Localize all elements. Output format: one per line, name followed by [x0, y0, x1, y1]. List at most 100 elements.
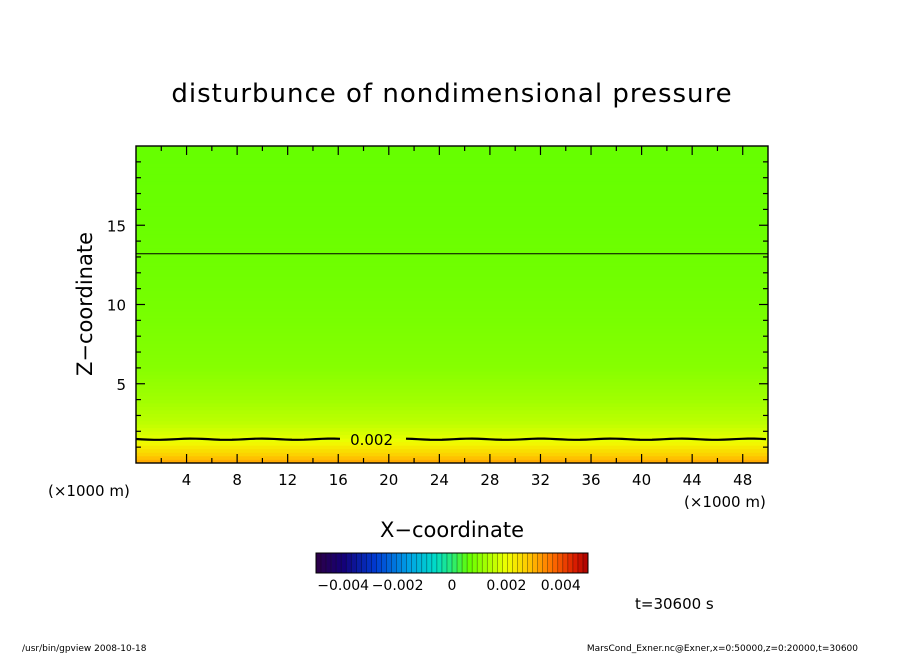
chart-title: disturbunce of nondimensional pressure — [171, 79, 732, 109]
colorbar-swatch — [336, 553, 342, 573]
heat-band — [136, 349, 768, 355]
heat-band — [136, 276, 768, 281]
colorbar-swatch — [532, 553, 538, 573]
heat-band — [136, 254, 768, 260]
heat-band — [136, 152, 768, 157]
heat-band — [136, 441, 768, 446]
colorbar-swatch — [527, 553, 533, 573]
y-tick-label: 10 — [107, 297, 126, 315]
heat-band — [136, 420, 768, 425]
heat-band — [136, 388, 768, 393]
colorbar-swatch — [441, 553, 448, 573]
heat-band — [136, 195, 768, 200]
colorbar-swatch — [411, 553, 417, 573]
heat-band — [136, 180, 768, 186]
colorbar-swatch — [577, 553, 584, 573]
heat-band — [136, 307, 768, 312]
heat-band — [136, 212, 768, 217]
colorbar-swatch — [406, 553, 412, 573]
colorbar-swatch — [356, 553, 362, 573]
heat-band — [136, 247, 768, 252]
colorbar-swatch — [376, 553, 382, 573]
x-tick-label: 32 — [531, 471, 550, 489]
y-tick-label: 15 — [107, 217, 126, 235]
heat-band — [136, 431, 768, 436]
colorbar-swatch — [431, 553, 438, 573]
heat-band — [136, 459, 768, 464]
x-tick-label: 36 — [581, 471, 600, 489]
colorbar-swatch — [542, 553, 548, 573]
heat-band — [136, 170, 768, 175]
colorbar-swatch — [452, 553, 458, 573]
colorbar-swatch — [482, 553, 488, 573]
colorbar-swatch — [562, 553, 569, 573]
colorbar: −0.004 −0.002 0 0.002 0.004 — [315, 552, 589, 594]
colorbar-swatch — [572, 553, 579, 573]
heat-band — [136, 156, 768, 161]
colorbar-swatch — [487, 553, 493, 573]
x-tick-label: 40 — [632, 471, 651, 489]
plot-area: 0.002 — [135, 145, 769, 464]
colorbar-swatch — [341, 553, 347, 573]
heat-band — [136, 258, 768, 263]
heat-band — [136, 374, 768, 379]
colorbar-swatch — [371, 553, 377, 573]
colorbar-swatch — [462, 553, 468, 573]
colorbar-tick-label: −0.004 — [317, 578, 369, 594]
heat-band — [136, 149, 768, 154]
y-unit-label: (×1000 m) — [684, 493, 766, 511]
colorbar-swatch — [361, 553, 367, 573]
colorbar-swatch — [316, 553, 322, 573]
heat-band — [136, 357, 768, 362]
x-tick-label: 28 — [480, 471, 499, 489]
colorbar-swatch — [537, 553, 543, 573]
colorbar-swatch — [366, 553, 372, 573]
colorbar-swatch — [522, 553, 528, 573]
heat-band — [136, 381, 768, 386]
colorbar-swatch — [351, 553, 357, 573]
heat-band — [136, 173, 768, 178]
heat-band — [136, 205, 768, 210]
heat-band — [136, 202, 768, 207]
colorbar-swatch — [421, 553, 428, 573]
heat-band — [136, 293, 768, 298]
colorbar-swatch — [497, 553, 503, 573]
colorbar-swatch — [326, 553, 332, 573]
y-axis: 5 10 15 — [107, 161, 768, 448]
x-axis-label: X−coordinate — [380, 518, 524, 542]
heat-band — [136, 353, 768, 358]
x-tick-label: 20 — [379, 471, 398, 489]
colorbar-swatch — [391, 553, 397, 573]
heat-band — [136, 402, 768, 407]
colorbar-swatch — [321, 553, 327, 573]
x-tick-label: 16 — [329, 471, 348, 489]
colorbar-frame — [315, 552, 589, 574]
heat-band — [136, 177, 768, 182]
x-tick-label: 44 — [683, 471, 702, 489]
heat-band — [136, 159, 768, 164]
colorbar-swatch — [436, 553, 443, 573]
heat-band — [136, 233, 768, 238]
heat-band — [136, 265, 768, 270]
colorbar-swatch — [552, 553, 558, 573]
heat-band — [136, 445, 768, 450]
colorbar-swatch — [416, 553, 422, 573]
heat-band — [136, 346, 768, 351]
colorbar-swatch — [492, 553, 498, 573]
heat-band — [136, 223, 768, 228]
x-tick-label: 8 — [232, 471, 242, 489]
x-tick-label: 12 — [278, 471, 297, 489]
heat-band — [136, 423, 768, 429]
heat-band — [136, 268, 768, 274]
heat-band — [136, 216, 768, 221]
colorbar-swatch — [567, 553, 574, 573]
colorbar-swatch — [517, 553, 523, 573]
colorbar-swatch — [547, 553, 553, 573]
heat-band — [136, 286, 768, 291]
heat-band — [136, 272, 768, 277]
colorbar-swatch — [582, 553, 589, 573]
heat-band — [136, 328, 768, 333]
colorbar-swatch — [467, 553, 473, 573]
footer-left: /usr/bin/gpview 2008-10-18 — [22, 644, 147, 654]
colorbar-tick-label: 0.002 — [486, 578, 526, 594]
